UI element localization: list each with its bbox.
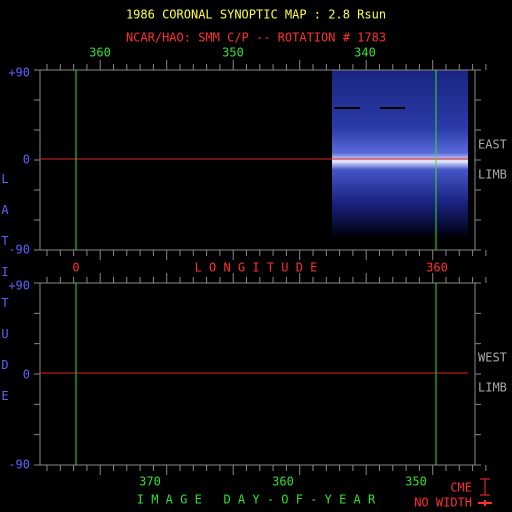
- longitude-start: 0: [72, 261, 79, 275]
- latitude-label: -90: [8, 458, 30, 472]
- longitude-title: L O N G I T U D E: [195, 261, 318, 275]
- limb-label: LIMB: [478, 381, 507, 395]
- latitude-title: LATITUDE: [0, 172, 12, 420]
- no-width-symbol: [478, 500, 492, 506]
- day-axis-label: 360: [272, 475, 294, 489]
- day-axis-title: I M A G E D A Y - O F - Y E A R: [137, 493, 376, 507]
- subtitle: NCAR/HAO: SMM C/P -- ROTATION # 1783: [126, 31, 386, 45]
- latitude-label: +90: [8, 66, 30, 80]
- day-axis-label: 370: [139, 475, 161, 489]
- upper-frame: [39, 69, 476, 251]
- cme-legend: CME: [450, 481, 472, 495]
- title: 1986 CORONAL SYNOPTIC MAP : 2.8 Rsun: [126, 8, 386, 22]
- latitude-label: 0: [23, 153, 30, 167]
- axes: [34, 60, 487, 475]
- cme-symbol: [480, 478, 490, 496]
- longitude-end: 360: [426, 261, 448, 275]
- lower-frame: [39, 282, 476, 466]
- limb-label: LIMB: [478, 168, 507, 182]
- latitude-label: +90: [8, 279, 30, 293]
- latitude-label: 0: [23, 368, 30, 382]
- limb-label: WEST: [478, 351, 507, 365]
- day-axis-label: 350: [405, 475, 427, 489]
- top-axis-label: 360: [89, 46, 111, 60]
- latitude-label: -90: [8, 243, 30, 257]
- limb-label: EAST: [478, 138, 507, 152]
- synoptic-image: [332, 70, 468, 236]
- no-width-legend: NO WIDTH: [414, 496, 472, 510]
- top-axis-label: 340: [354, 46, 376, 60]
- top-axis-label: 350: [222, 46, 244, 60]
